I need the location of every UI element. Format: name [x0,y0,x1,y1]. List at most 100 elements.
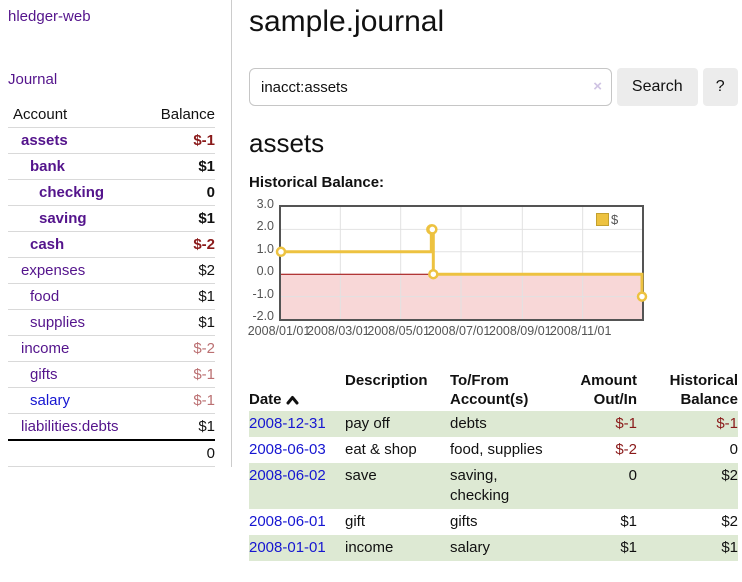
account-balance: $-2 [146,335,215,362]
account-row: saving $1 [8,205,215,232]
register-header-description: Description [345,372,428,389]
transaction-balance: $2 [721,467,738,484]
account-balance: $-2 [146,231,215,258]
account-balance: $1 [146,309,215,336]
y-axis-tick-label: 3.0 [256,197,274,211]
x-axis-tick-label: 2008/01/01 [247,324,311,338]
sidebar: hledger-web Journal Account Balance asse… [0,0,232,467]
help-button[interactable]: ? [702,68,738,106]
x-axis-tick-label: 2008/03/01 [307,324,370,338]
chart-title: Historical Balance: [249,174,385,191]
account-row: supplies $1 [8,309,215,336]
transaction-date-link[interactable]: 2008-12-31 [249,415,326,432]
transaction-date-link[interactable]: 2008-06-03 [249,441,326,458]
account-row: assets $-1 [8,127,215,154]
transaction-description: save [345,467,377,484]
y-axis-tick-label: 0.0 [256,264,274,279]
account-balance: $2 [146,257,215,284]
account-balance: $-1 [146,127,215,154]
account-row: bank $1 [8,153,215,180]
transaction-amount: $-2 [615,441,637,458]
account-balance: $1 [146,283,215,310]
x-axis-tick-label: 2008/07/01 [427,324,491,338]
transaction-amount: $-1 [615,415,637,432]
chart-canvas [275,207,648,319]
nav-journal-link[interactable]: Journal [8,71,58,88]
y-axis-tick-label: 1.0 [256,241,274,256]
account-link[interactable]: checking [39,184,105,201]
transaction-accounts: saving, checking [450,467,510,504]
account-link[interactable]: assets [21,132,68,149]
transaction-row: 2008-12-31 pay off debts $-1 $-1 [249,411,738,437]
y-axis-tick-label: 2.0 [256,219,274,234]
accounts-total-balance: 0 [146,439,215,467]
register-table: Date Description To/From Account(s) Amou… [249,369,738,561]
account-link[interactable]: expenses [21,262,86,279]
account-link[interactable]: food [30,288,60,305]
account-row: gifts $-1 [8,361,215,388]
transaction-accounts: debts [450,415,487,432]
account-link[interactable]: cash [30,236,65,253]
register-header-accounts: To/From Account(s) [450,372,529,408]
legend-swatch-icon [596,213,609,226]
transaction-date-link[interactable]: 2008-01-01 [249,539,326,556]
account-link[interactable]: salary [30,392,71,409]
app-title: hledger-web [8,8,231,25]
transaction-row: 2008-06-02 save saving, checking 0 $2 [249,463,738,509]
y-axis-tick-label: -1.0 [252,286,274,301]
account-balance: $1 [146,153,215,180]
y-axis-tick-label: -2.0 [252,309,274,323]
search-button[interactable]: Search [617,68,698,106]
transaction-amount: $1 [620,539,637,556]
transaction-balance: $2 [721,513,738,530]
transaction-balance: $1 [721,539,738,556]
transaction-balance: $-1 [716,415,738,432]
sort-ascending-icon [286,396,299,405]
balance-chart: $ 3.0 2.0 1.0 0.0 -1.0 -2.0 2008/01/01 2008/03/… [248,197,738,347]
account-link[interactable]: saving [39,210,87,227]
accounts-header-account: Account [8,102,147,128]
search-input[interactable] [249,68,612,106]
account-link[interactable]: gifts [30,366,58,383]
transaction-row: 2008-01-01 income salary $1 $1 [249,535,738,561]
account-heading: assets [249,128,325,158]
register-header-amount: Amount Out/In [580,372,637,408]
account-balance: 0 [146,179,215,206]
transaction-description: pay off [345,415,390,432]
accounts-total-row: 0 [8,439,215,467]
main-content: sample.journal × Search ? assets Histori… [248,0,738,561]
transaction-row: 2008-06-01 gift gifts $1 $2 [249,509,738,535]
clear-search-icon[interactable]: × [593,78,602,95]
account-link[interactable]: supplies [30,314,86,331]
app-title-link[interactable]: hledger-web [8,8,91,25]
account-link[interactable]: income [21,340,70,357]
transaction-balance: 0 [729,441,738,458]
account-row: expenses $2 [8,257,215,284]
transaction-accounts: gifts [450,513,478,530]
account-row: food $1 [8,283,215,310]
search-form: × Search ? [249,68,738,106]
transaction-amount: 0 [628,467,637,484]
account-link[interactable]: bank [30,158,66,175]
page-title: sample.journal [249,5,445,38]
transaction-accounts: salary [450,539,491,556]
transaction-row: 2008-06-03 eat & shop food, supplies $-2 0 [249,437,738,463]
account-row: checking 0 [8,179,215,206]
transaction-date-link[interactable]: 2008-06-01 [249,513,326,530]
accounts-header-balance: Balance [146,102,215,128]
account-row: cash $-2 [8,231,215,258]
account-row: income $-2 [8,335,215,362]
x-axis-tick-label: 2008/09/01 [489,324,552,338]
register-header-date[interactable]: Date [249,369,345,411]
chart-plot-area [275,205,648,321]
transaction-description: gift [345,513,366,530]
account-balance: $-1 [146,387,215,414]
transaction-date-link[interactable]: 2008-06-02 [249,467,326,484]
transaction-description: eat & shop [345,441,417,458]
account-link[interactable]: liabilities:debts [21,418,119,435]
chart-legend: $ [596,212,618,227]
transaction-description: income [345,539,394,556]
account-balance: $1 [146,205,215,232]
legend-label: $ [611,212,619,227]
account-balance: $-1 [146,361,215,388]
